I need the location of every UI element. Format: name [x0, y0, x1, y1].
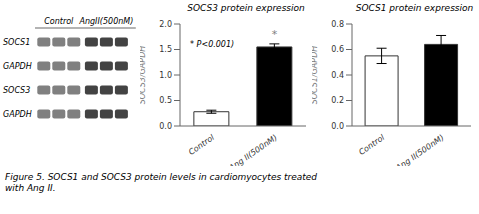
svg-text:Control: Control — [357, 132, 387, 157]
svg-text:Control: Control — [187, 132, 217, 157]
svg-text:1.0: 1.0 — [159, 71, 172, 80]
svg-text:2.0: 2.0 — [159, 20, 172, 29]
html-text:Figure 5. SOCS1 and SOCS3 prot: Figure 5. SOCS1 and SOCS3 protein levels… — [5, 172, 317, 194]
svg-text:SOCS3/GAPDH: SOCS3/GAPDH — [140, 46, 147, 105]
svg-text:SOCS3: SOCS3 — [8, 86, 30, 95]
html-text:SOCS3 protein expression: SOCS3 protein expression — [187, 3, 305, 13]
svg-text:*: * — [272, 28, 278, 41]
svg-text:0.4: 0.4 — [331, 71, 344, 80]
svg-text:0.8: 0.8 — [331, 20, 344, 29]
svg-text:SOCS1: SOCS1 — [8, 38, 30, 47]
svg-text:Ang II(500nM): Ang II(500nM) — [227, 133, 279, 166]
html-text:* P<0.001): * P<0.001) — [190, 40, 235, 50]
html-text:SOCS1 protein expression: SOCS1 protein expression — [355, 3, 474, 13]
svg-text:AngII(500nM): AngII(500nM) — [78, 17, 133, 26]
svg-text:0.0: 0.0 — [159, 122, 172, 131]
svg-text:0.6: 0.6 — [331, 45, 344, 54]
svg-text:0.5: 0.5 — [159, 96, 172, 105]
svg-text:GAPDH: GAPDH — [8, 110, 32, 119]
svg-text:0.2: 0.2 — [331, 96, 344, 105]
svg-text:GAPDH: GAPDH — [8, 62, 32, 71]
svg-text:1.5: 1.5 — [159, 45, 172, 54]
svg-text:Control: Control — [44, 17, 74, 26]
svg-text:0.0: 0.0 — [331, 122, 344, 131]
svg-text:Ang II(500nM): Ang II(500nM) — [393, 133, 445, 166]
svg-text:SOCS1/GAPDH: SOCS1/GAPDH — [312, 46, 319, 105]
